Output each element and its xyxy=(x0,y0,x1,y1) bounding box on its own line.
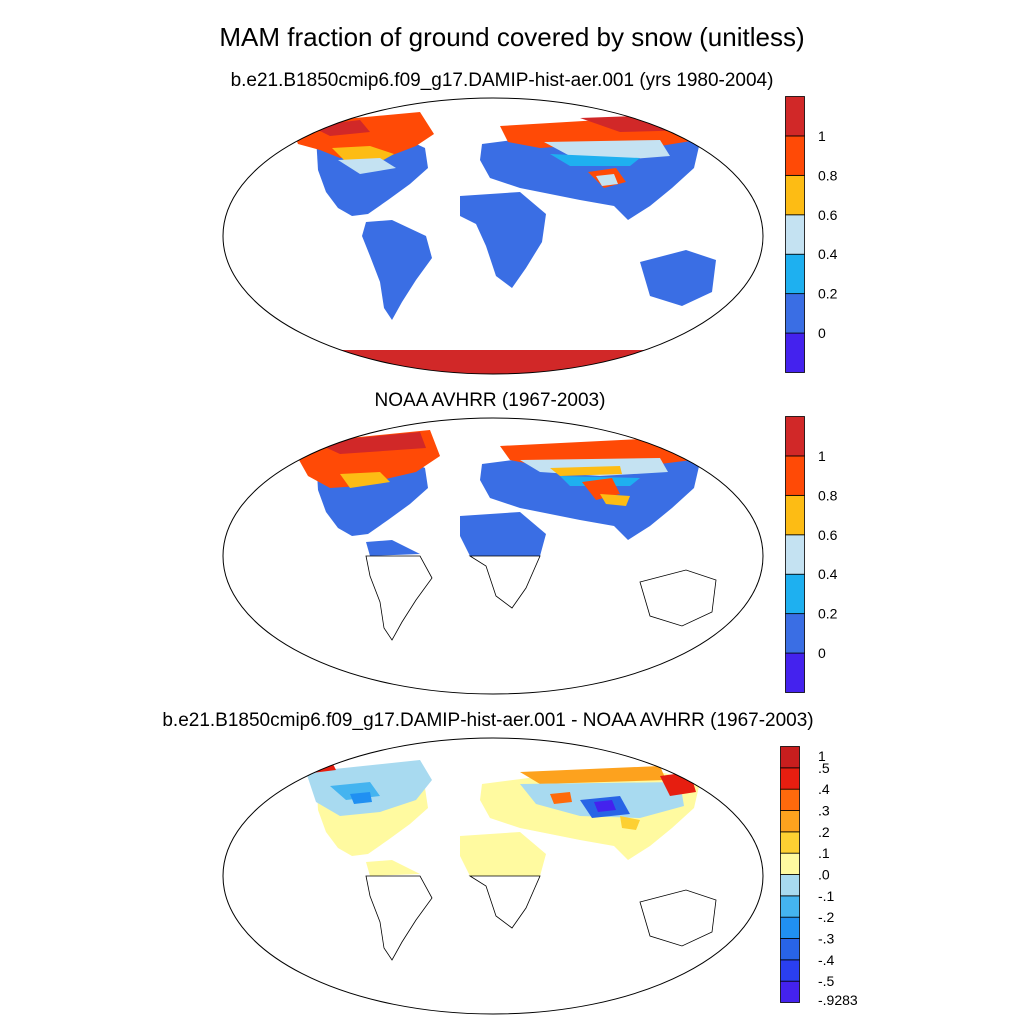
figure-title: MAM fraction of ground covered by snow (… xyxy=(219,22,805,52)
colorbar-label: .4 xyxy=(818,781,830,797)
colorbar-label: 0.2 xyxy=(818,606,838,622)
colorbar-box xyxy=(780,895,800,918)
colorbar-box xyxy=(780,959,800,982)
colorbar-box xyxy=(780,874,800,897)
colorbar-label: -.2 xyxy=(818,909,835,925)
panel-1-title: b.e21.B1850cmip6.f09_g17.DAMIP-hist-aer.… xyxy=(230,70,774,91)
panel-3-title: b.e21.B1850cmip6.f09_g17.DAMIP-hist-aer.… xyxy=(162,710,814,731)
australia-land xyxy=(640,250,716,306)
panel-1-colorbar: 0 0.2 0.4 0.6 0.8 1 xyxy=(785,96,838,373)
colorbar-label: 0.6 xyxy=(818,527,838,543)
colorbar-box xyxy=(785,253,805,295)
south-america-land xyxy=(362,220,432,320)
colorbar-box xyxy=(780,852,800,875)
colorbar-label: .3 xyxy=(818,803,830,819)
colorbar-box xyxy=(780,746,800,769)
africa-land xyxy=(460,192,546,288)
colorbar-label: 0 xyxy=(818,325,826,341)
colorbar-box xyxy=(780,810,800,833)
colorbar-label: 1 xyxy=(818,748,826,764)
colorbar-box xyxy=(785,214,805,255)
colorbar-label: -.5 xyxy=(818,973,835,989)
colorbar-box xyxy=(785,573,805,615)
colorbar-label: 0.2 xyxy=(818,286,838,302)
panel-2-colorbar: 0 0.2 0.4 0.6 0.8 1 xyxy=(785,416,838,693)
colorbar-label: .1 xyxy=(818,845,830,861)
colorbar-box xyxy=(785,96,805,137)
colorbar-box xyxy=(785,332,805,373)
colorbar-label: 0.4 xyxy=(818,566,838,582)
colorbar-box xyxy=(780,916,800,939)
colorbar-box xyxy=(780,980,800,1003)
panel-1-map xyxy=(222,97,764,375)
map-border xyxy=(222,97,764,375)
colorbar-box xyxy=(785,135,805,176)
colorbar-label: 1 xyxy=(818,128,826,144)
colorbar-label: .2 xyxy=(818,824,830,840)
colorbar-box xyxy=(785,293,805,334)
colorbar-box xyxy=(785,652,805,693)
colorbar-label: .5 xyxy=(818,760,830,776)
colorbar-box xyxy=(780,788,800,811)
colorbar-label: 0.8 xyxy=(818,487,838,503)
colorbar-label: -.3 xyxy=(818,931,835,947)
colorbar-label: 0.6 xyxy=(818,207,838,223)
panel-2-title: NOAA AVHRR (1967-2003) xyxy=(374,390,606,411)
panel-2-map xyxy=(222,417,764,695)
colorbar-label: .0 xyxy=(818,867,830,883)
colorbar-box xyxy=(785,416,805,457)
colorbar-box xyxy=(785,455,805,496)
colorbar-box xyxy=(780,938,800,961)
colorbar-label: 0.4 xyxy=(818,246,838,262)
colorbar-label: -.1 xyxy=(818,888,835,904)
colorbar-box xyxy=(785,494,805,536)
colorbar-box xyxy=(785,174,805,216)
panel-3-map xyxy=(222,737,764,1015)
colorbar-label: -.4 xyxy=(818,952,835,968)
colorbar-label: -.9283 xyxy=(818,992,858,1008)
panel-3-colorbar: -.9283 -.5 -.4 -.3 -.2 -.1 .0 .1 .2 .3 .4 .51 xyxy=(780,746,858,1008)
colorbar-box xyxy=(780,767,800,790)
colorbar-label: 0.8 xyxy=(818,167,838,183)
antarctica xyxy=(223,350,763,374)
colorbar-label: 1 xyxy=(818,448,826,464)
colorbar-box xyxy=(780,831,800,854)
colorbar-box xyxy=(785,613,805,654)
colorbar-label: 0 xyxy=(818,645,826,661)
colorbar-box xyxy=(785,534,805,575)
